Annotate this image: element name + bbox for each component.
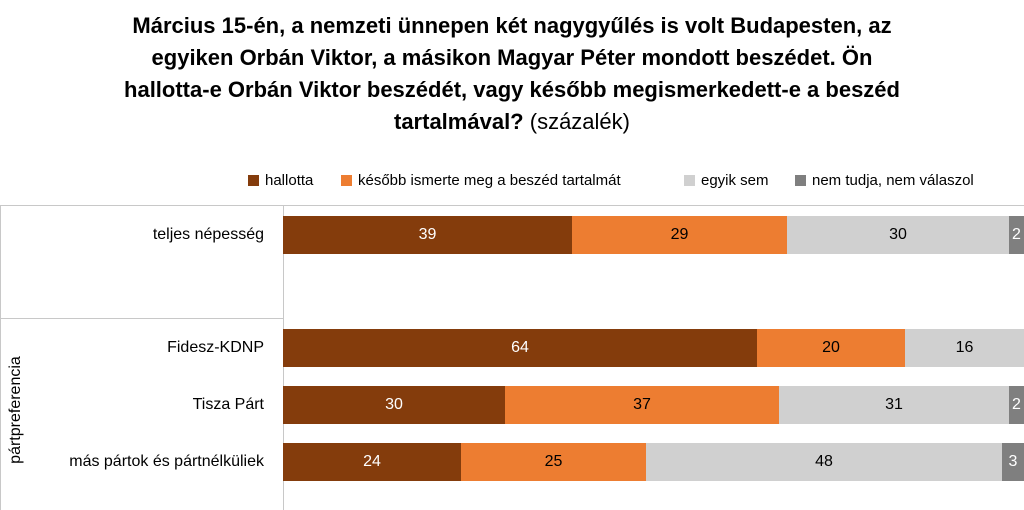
title-line-4-bold: tartalmával? [394, 109, 524, 134]
title-line-3: hallotta-e Orbán Viktor beszédét, vagy k… [124, 77, 900, 102]
title-line-4: tartalmával? (százalék) [0, 106, 1024, 138]
bar-segment: 25 [461, 443, 646, 481]
group-label: pártpreferencia [7, 356, 24, 464]
bar-segment: 30 [787, 216, 1009, 254]
legend-label: egyik sem [701, 172, 769, 189]
bar-segment: 37 [505, 386, 779, 424]
chart-title: Március 15-én, a nemzeti ünnepen két nag… [0, 10, 1024, 138]
legend-swatch [248, 175, 259, 186]
bar-segment: 64 [283, 329, 757, 367]
category-label: Fidesz-KDNP [167, 339, 264, 356]
legend-label: nem tudja, nem válaszol [812, 172, 974, 189]
bar-segment: 2 [1009, 216, 1024, 254]
category-label: Tisza Párt [192, 396, 264, 413]
frame-top-line [0, 205, 1024, 206]
legend-label: hallotta [265, 172, 314, 189]
bar-segment: 48 [646, 443, 1002, 481]
title-suffix: (százalék) [523, 109, 630, 134]
chart-legend: hallotta később ismerte meg a beszéd tart… [0, 172, 1024, 192]
legend-swatch [684, 175, 695, 186]
bar-segment: 29 [572, 216, 787, 254]
bar-segment: 39 [283, 216, 572, 254]
bar-segment: 20 [757, 329, 905, 367]
category-label: teljes népesség [152, 226, 264, 243]
category-label: más pártok és pártnélküliek [69, 453, 264, 470]
legend-label: később ismerte meg a beszéd tartalmát [358, 172, 621, 189]
title-line-2: egyiken Orbán Viktor, a másikon Magyar P… [151, 45, 873, 70]
bar-segment: 3 [1002, 443, 1024, 481]
legend-swatch [341, 175, 352, 186]
frame-divider-line [0, 318, 283, 319]
bar-segment: 30 [283, 386, 505, 424]
legend-item-2: egyik sem [684, 172, 769, 189]
bar-segment: 16 [905, 329, 1024, 367]
bar-segment: 2 [1009, 386, 1024, 424]
bar-segment: 31 [779, 386, 1009, 424]
legend-swatch [795, 175, 806, 186]
legend-item-1: később ismerte meg a beszéd tartalmát [341, 172, 621, 189]
frame-left-line [0, 205, 1, 510]
bar-row: 24 25 48 3 [283, 443, 1024, 481]
bar-row: 30 37 31 2 [283, 386, 1024, 424]
bar-row: 39 29 30 2 [283, 216, 1024, 254]
legend-item-3: nem tudja, nem válaszol [795, 172, 974, 189]
bar-row: 64 20 16 [283, 329, 1024, 367]
bar-segment: 24 [283, 443, 461, 481]
legend-item-0: hallotta [248, 172, 313, 189]
title-line-1: Március 15-én, a nemzeti ünnepen két nag… [132, 13, 892, 38]
